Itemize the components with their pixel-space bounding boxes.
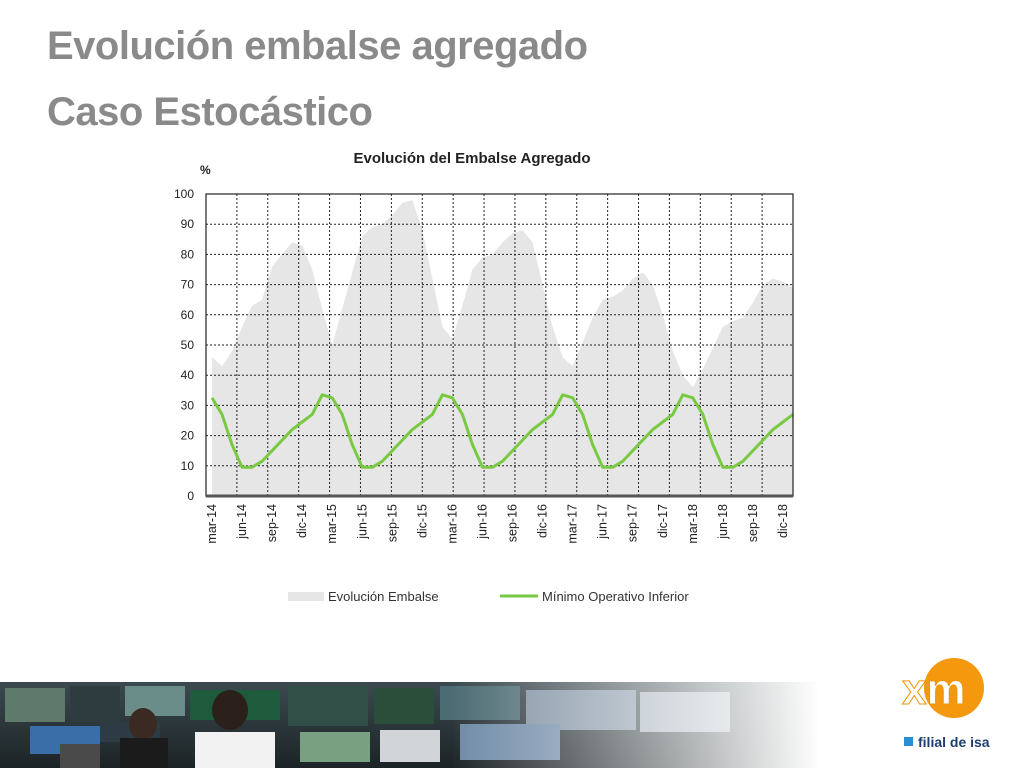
y-tick-label: 0 xyxy=(187,489,194,503)
xm-logo: xm filial de isa xyxy=(896,654,996,754)
control-room-photo xyxy=(0,682,820,768)
x-tick-label: sep-17 xyxy=(626,504,640,542)
x-tick-label: mar-15 xyxy=(325,504,339,544)
logo-wordmark: xm xyxy=(902,665,966,714)
y-tick-label: 90 xyxy=(181,217,195,231)
logo-tagline: filial de isa xyxy=(918,734,990,750)
x-tick-label: mar-17 xyxy=(566,504,580,544)
x-tick-label: jun-15 xyxy=(355,504,369,540)
minimo-line-layer xyxy=(210,393,794,469)
x-tick-label: jun-17 xyxy=(596,504,610,540)
x-tick-labels: mar-14 jun-14 sep-14 dic-14 mar-15 jun-15 sep-… xyxy=(205,504,790,544)
x-tick-label: sep-15 xyxy=(385,504,399,542)
chart-legend: Evolución Embalse Mínimo Operativo Infer… xyxy=(288,589,689,604)
y-tick-label: 100 xyxy=(174,187,194,201)
x-tick-label: jun-18 xyxy=(716,504,730,540)
y-axis-unit-label: % xyxy=(200,163,211,177)
chart-title: Evolución del Embalse Agregado xyxy=(354,150,591,167)
y-tick-label: 20 xyxy=(181,429,195,443)
y-tick-label: 70 xyxy=(181,278,195,292)
x-tick-label: dic-17 xyxy=(656,504,670,538)
y-tick-label: 50 xyxy=(181,338,195,352)
y-tick-labels: 0 10 20 30 40 50 60 70 80 90 100 xyxy=(174,187,194,503)
x-tick-label: dic-16 xyxy=(536,504,550,538)
slide-subtitle: Caso Estocástico xyxy=(47,90,373,134)
x-tick-label: mar-14 xyxy=(205,504,219,544)
x-tick-label: dic-15 xyxy=(415,504,429,538)
x-tick-label: mar-16 xyxy=(445,504,459,544)
slide-title: Evolución embalse agregado xyxy=(47,24,588,68)
y-tick-label: 80 xyxy=(181,247,195,261)
y-tick-label: 30 xyxy=(181,398,195,412)
y-tick-label: 40 xyxy=(181,368,195,382)
y-tick-label: 60 xyxy=(181,308,195,322)
x-tick-label: sep-16 xyxy=(506,504,520,542)
legend-label-minimo: Mínimo Operativo Inferior xyxy=(542,589,689,604)
legend-label-embalse: Evolución Embalse xyxy=(328,589,439,604)
x-tick-label: mar-18 xyxy=(686,504,700,544)
reservoir-chart: Evolución del Embalse Agregado % 0 10 20 30… xyxy=(174,150,794,604)
x-tick-label: dic-14 xyxy=(295,504,309,538)
x-tick-label: sep-18 xyxy=(746,504,760,542)
x-tick-label: dic-18 xyxy=(776,504,790,538)
x-tick-label: jun-14 xyxy=(235,504,249,540)
x-tick-label: jun-16 xyxy=(475,504,489,540)
xm-logo-mark: xm xyxy=(902,658,984,718)
axis-layer xyxy=(205,193,794,498)
legend-swatch-embalse xyxy=(288,592,324,601)
logo-bullet-square xyxy=(904,737,913,746)
embalse-area xyxy=(212,200,793,496)
x-tick-label: sep-14 xyxy=(265,504,279,542)
y-tick-label: 10 xyxy=(181,459,195,473)
